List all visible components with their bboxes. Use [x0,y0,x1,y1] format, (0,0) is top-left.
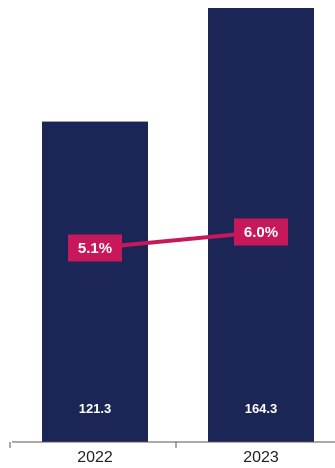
rate-label-2023: 6.0% [244,224,278,241]
bar-value-label-2023: 164.3 [245,401,278,416]
category-label-2023: 2023 [243,449,279,466]
rate-label-box-2022 [68,234,122,262]
bar-value-label-2022: 121.3 [79,401,112,416]
rate-label-box-2023 [234,218,288,246]
rate-label-2022: 5.1% [78,240,112,257]
growth-rate-line [94,230,262,250]
bar-2022 [42,121,148,443]
category-label-2022: 2022 [77,449,113,466]
